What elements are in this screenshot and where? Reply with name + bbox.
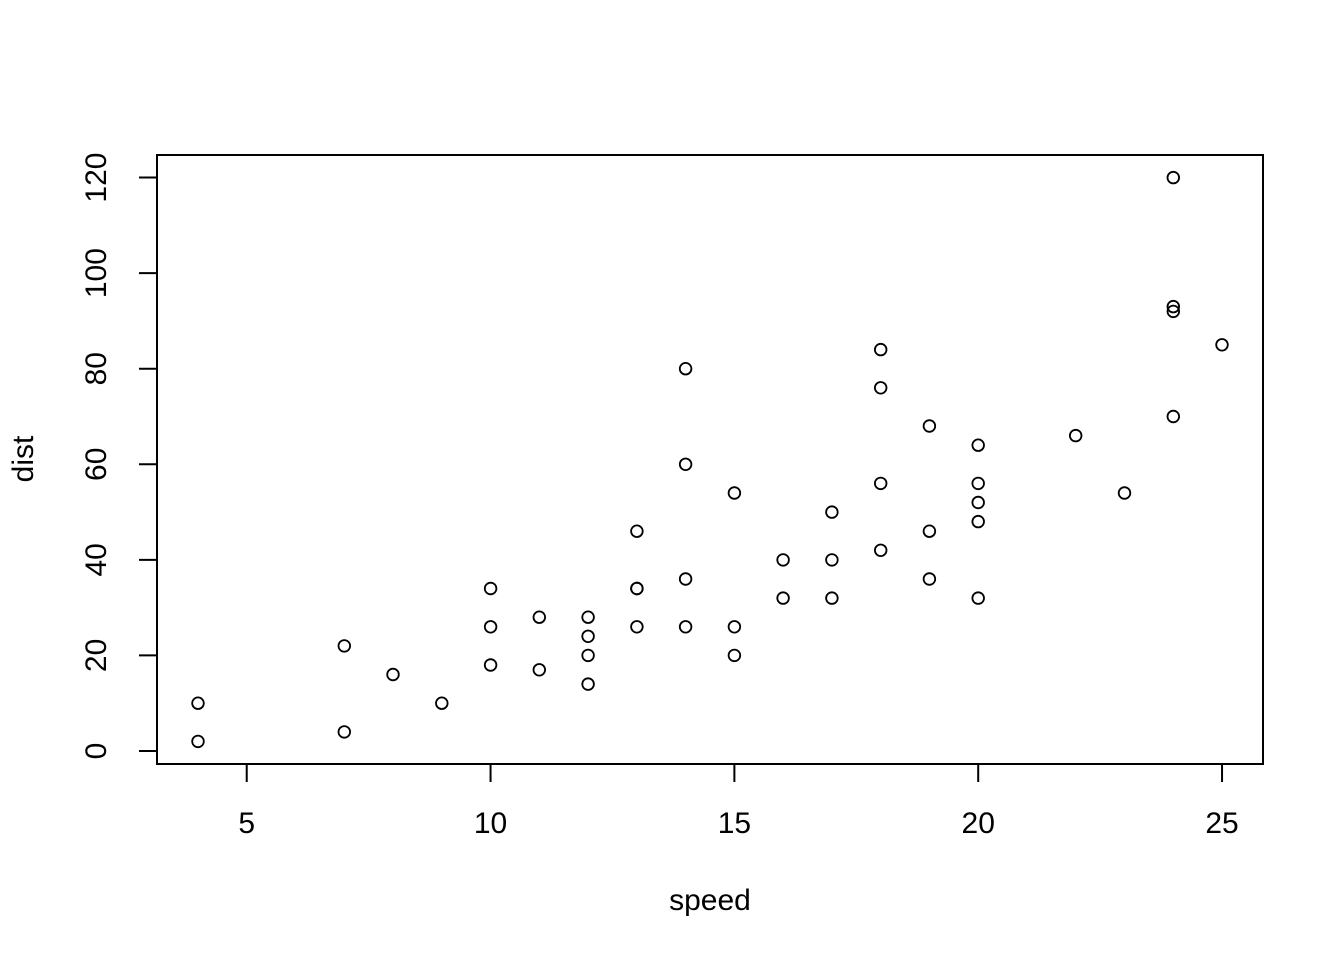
- data-point: [971, 495, 985, 510]
- data-point: [825, 591, 839, 605]
- data-point: [337, 639, 352, 653]
- data-point: [337, 725, 352, 739]
- y-axis-tick-label: 120: [80, 153, 113, 203]
- y-axis-tick-label: 20: [80, 639, 113, 672]
- data-point: [386, 667, 400, 682]
- data-point: [581, 677, 595, 691]
- data-point: [1117, 486, 1132, 500]
- data-point: [874, 342, 888, 357]
- y-axis-tick-label: 100: [80, 248, 113, 298]
- x-axis-tick-label: 25: [1205, 807, 1238, 840]
- data-point: [971, 476, 985, 491]
- data-point: [435, 696, 449, 710]
- data-point: [1068, 428, 1083, 443]
- data-point: [678, 362, 693, 376]
- data-point: [874, 543, 888, 558]
- data-point: [825, 505, 839, 519]
- data-point: [727, 486, 742, 500]
- data-point: [630, 581, 644, 596]
- data-point: [1166, 304, 1181, 319]
- data-point: [1215, 338, 1229, 352]
- data-point: [727, 620, 742, 634]
- x-axis-tick-label: 10: [474, 807, 507, 840]
- y-axis-tick-label: 80: [80, 352, 113, 385]
- x-axis-tick-label: 15: [718, 807, 751, 840]
- data-point: [971, 514, 985, 529]
- y-axis-tick-label: 0: [80, 743, 113, 760]
- plot-area-border: [156, 154, 1264, 765]
- data-point: [1166, 170, 1181, 185]
- data-point: [581, 648, 595, 663]
- y-axis-tick-label: 40: [80, 543, 113, 576]
- data-point: [678, 457, 693, 472]
- data-point: [532, 610, 547, 624]
- y-axis: 0 20 40 60 80 100 120: [80, 153, 157, 760]
- data-point: [874, 476, 888, 491]
- data-point: [922, 524, 937, 538]
- x-axis: 5 10 15 20 25: [238, 764, 1239, 840]
- data-point: [727, 648, 742, 663]
- data-point: [971, 438, 985, 452]
- y-axis-title: dist: [7, 435, 40, 482]
- data-point: [581, 610, 595, 624]
- data-point: [532, 663, 547, 677]
- data-point: [776, 591, 790, 605]
- x-axis-tick-label: 20: [962, 807, 995, 840]
- data-point: [630, 524, 644, 538]
- data-point: [874, 381, 888, 395]
- data-point: [825, 553, 839, 567]
- data-point: [581, 629, 595, 644]
- data-point: [1166, 409, 1181, 424]
- x-axis-tick-label: 5: [238, 807, 255, 840]
- data-point: [776, 553, 790, 567]
- data-point: [191, 734, 205, 749]
- x-axis-title: speed: [669, 884, 751, 917]
- data-points: [191, 170, 1229, 749]
- data-point: [483, 658, 498, 672]
- data-point: [483, 581, 498, 596]
- data-point: [678, 620, 693, 634]
- data-point: [922, 419, 937, 433]
- data-point: [1166, 299, 1181, 314]
- data-point: [922, 572, 937, 586]
- data-point: [678, 572, 693, 586]
- data-point: [971, 591, 985, 605]
- data-point: [483, 620, 498, 634]
- data-point: [630, 620, 644, 634]
- data-point: [191, 696, 205, 710]
- y-axis-tick-label: 60: [80, 448, 113, 481]
